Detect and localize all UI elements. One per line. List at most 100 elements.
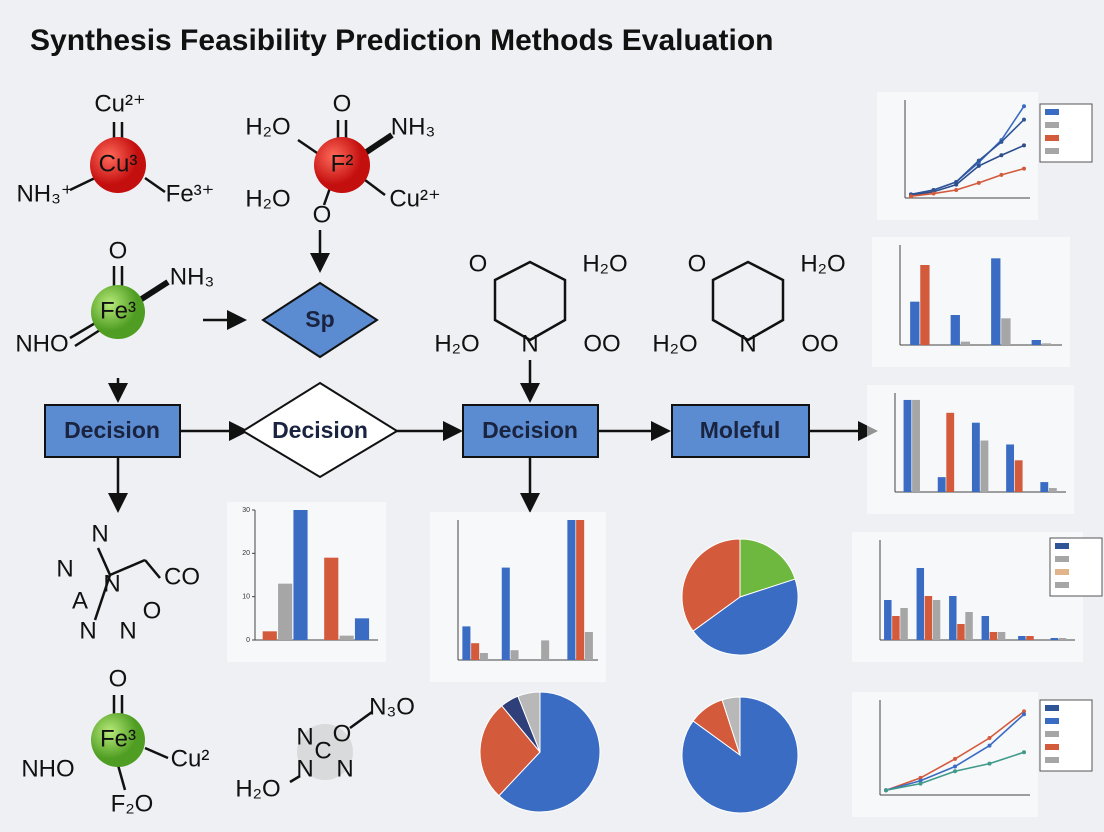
- atom-label: O: [313, 201, 332, 228]
- point: [1022, 166, 1026, 171]
- atom-label: N: [336, 755, 353, 782]
- bar: [920, 265, 930, 345]
- point: [999, 139, 1004, 144]
- bar: [462, 626, 471, 660]
- point: [999, 153, 1004, 158]
- atom-label: OO: [801, 330, 838, 357]
- atom-label: CO: [164, 563, 200, 590]
- bar: [981, 616, 990, 640]
- bar: [1050, 638, 1059, 640]
- point: [987, 736, 992, 740]
- atom-label: H₂O: [652, 330, 697, 357]
- point: [976, 158, 981, 163]
- pie-slice: [498, 691, 601, 813]
- bar: [965, 612, 973, 640]
- bar: [567, 520, 576, 660]
- legend-swatch: [1045, 135, 1059, 141]
- atom-label: NH₃: [391, 113, 435, 140]
- atom-label: Cu²⁺: [389, 185, 440, 212]
- line: [910, 119, 1025, 196]
- y-tick-label: 20: [242, 550, 250, 557]
- point: [931, 191, 936, 196]
- bar: [997, 632, 1006, 640]
- bar: [1041, 343, 1052, 345]
- bar: [479, 653, 488, 660]
- bar: [576, 520, 585, 660]
- atom-label: NH₃: [170, 263, 214, 290]
- pie-slice: [681, 538, 741, 632]
- bar: [324, 557, 339, 640]
- bar: [1014, 460, 1023, 492]
- atom-label: C: [314, 737, 331, 764]
- line: [910, 167, 1025, 198]
- point: [909, 194, 913, 199]
- point: [953, 764, 957, 769]
- bar: [1001, 318, 1011, 345]
- legend-swatch: [1045, 731, 1059, 737]
- atom-label: H₂O: [434, 330, 479, 357]
- atom-label: N₃O: [369, 693, 415, 720]
- atom-label: H₂O: [245, 113, 290, 140]
- atom-label: OO: [583, 330, 620, 357]
- pie-slice: [721, 696, 741, 756]
- chart-bg: [872, 237, 1070, 367]
- bar: [916, 568, 925, 640]
- bar: [278, 583, 293, 640]
- legend-swatch: [1055, 582, 1069, 588]
- atom-label: H₂O: [245, 185, 290, 212]
- bar: [293, 510, 308, 640]
- point: [987, 743, 992, 748]
- atom-label: H₂O: [800, 250, 845, 277]
- y-tick-label: 30: [242, 507, 250, 514]
- atom-label: N: [56, 555, 73, 582]
- bar: [949, 596, 957, 640]
- bar: [584, 632, 593, 660]
- bar: [991, 258, 1001, 345]
- atom-label: N: [521, 330, 538, 357]
- atom-label: F₂O: [111, 790, 154, 817]
- atom-label: O: [333, 720, 352, 747]
- flow-node: Sp: [305, 306, 334, 332]
- atom-label: N: [739, 330, 756, 357]
- legend-swatch: [1045, 705, 1059, 711]
- bar: [354, 618, 370, 640]
- point: [918, 778, 923, 783]
- legend-swatch: [1045, 148, 1059, 154]
- point: [953, 769, 957, 774]
- line: [910, 144, 1025, 197]
- bar: [980, 440, 989, 492]
- point: [954, 182, 959, 187]
- atom-label: N: [296, 723, 313, 750]
- atom-label: F²: [331, 150, 354, 177]
- atom-label: O: [109, 665, 128, 692]
- atom-label: O: [333, 90, 352, 117]
- atom-label: N: [119, 617, 136, 644]
- bar: [946, 412, 955, 492]
- bar: [1048, 488, 1057, 492]
- bar: [912, 399, 920, 492]
- point: [918, 781, 923, 786]
- title: Synthesis Feasibility Prediction Methods…: [30, 24, 774, 57]
- point: [1022, 104, 1026, 109]
- legend-swatch: [1045, 718, 1059, 724]
- legend-swatch: [1055, 569, 1069, 575]
- atom-label: O: [109, 237, 128, 264]
- bar: [884, 600, 892, 640]
- atom-label: NHO: [21, 755, 74, 782]
- legend-swatch: [1045, 744, 1059, 750]
- atom-label: N: [103, 570, 120, 597]
- arrows: [44, 230, 878, 513]
- point: [884, 788, 888, 793]
- bar: [1006, 444, 1015, 492]
- atom-label: N: [91, 520, 108, 547]
- atom-label: Fe³: [100, 725, 136, 752]
- bar: [1058, 638, 1067, 640]
- point: [1022, 750, 1026, 755]
- y-tick-label: 10: [242, 594, 250, 601]
- bar: [1031, 340, 1041, 345]
- point: [976, 180, 981, 185]
- legend-swatch: [1055, 543, 1069, 549]
- atom-label: O: [688, 250, 707, 277]
- legend-swatch: [1045, 122, 1059, 128]
